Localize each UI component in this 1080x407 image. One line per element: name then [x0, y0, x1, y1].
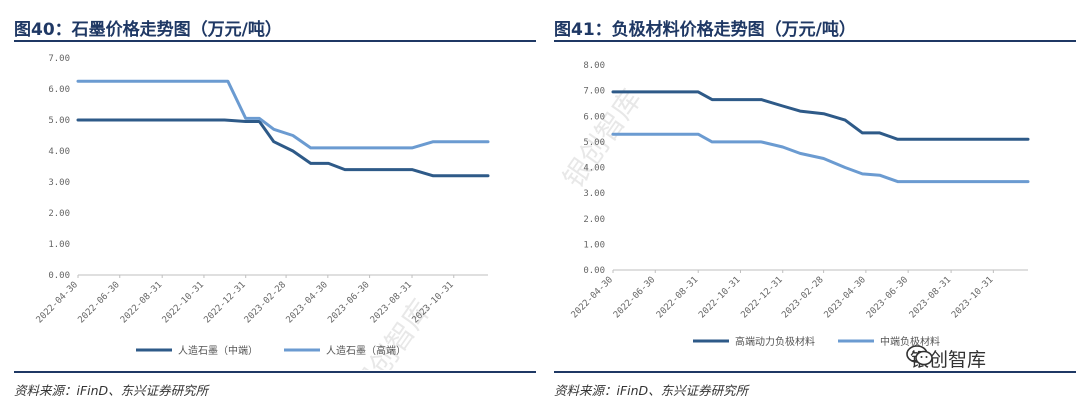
x-tick-label: 2022-10-31: [161, 280, 206, 325]
series-line: [76, 79, 490, 150]
series-line: [611, 90, 1030, 141]
x-tick-label: 2022-10-31: [697, 275, 742, 320]
x-tick-label: 2022-08-31: [119, 280, 164, 325]
y-tick-label: 7.00: [48, 54, 70, 64]
x-tick-label: 2022-06-30: [76, 280, 121, 325]
wechat-icon: [906, 345, 933, 366]
x-tick-label: 2023-04-30: [285, 280, 330, 325]
y-tick-label: 3.00: [583, 189, 605, 199]
y-tick-label: 5.00: [583, 138, 605, 148]
legend-label: 人造石墨（高端）: [326, 344, 406, 357]
source-note: 资料来源：iFinD、东兴证券研究所: [14, 383, 209, 398]
chart-panel-anode: 图41：负极材料价格走势图（万元/吨） 银创智库 0.00 1.00 2.00 3.00…: [548, 0, 1076, 407]
y-tick-label: 5.00: [48, 116, 70, 126]
series-line: [611, 132, 1030, 184]
chart-title: 图40：石墨价格走势图（万元/吨）: [14, 20, 282, 40]
x-tick-label: 2023-08-31: [908, 275, 953, 320]
y-tick-label: 2.00: [48, 209, 70, 219]
title-rule: [554, 40, 1076, 42]
anode-price-chart: 银创智库0.001.002.003.004.005.006.007.008.00…: [557, 61, 1030, 348]
y-tick-label: 0.00: [48, 271, 70, 281]
x-tick-label: 2023-10-31: [950, 275, 995, 320]
chart-title: 图41：负极材料价格走势图（万元/吨）: [554, 20, 856, 40]
graphite-price-chart: 银创智库0.001.002.003.004.005.006.007.002022…: [35, 54, 490, 370]
source-rule: [554, 371, 1076, 373]
y-tick-label: 2.00: [583, 215, 605, 225]
x-tick-label: 2022-04-30: [570, 275, 615, 320]
y-tick-label: 4.00: [48, 147, 70, 157]
brand-logo: 银创智库: [906, 344, 986, 372]
y-tick-label: 1.00: [48, 240, 70, 250]
series-line: [76, 118, 490, 178]
x-tick-label: 2023-06-30: [326, 280, 371, 325]
source-note: 资料来源：iFinD、东兴证券研究所: [554, 383, 749, 398]
y-tick-label: 8.00: [583, 61, 605, 71]
x-tick-label: 2022-06-30: [612, 275, 657, 320]
legend-label: 人造石墨（中端）: [178, 344, 258, 357]
x-tick-label: 2023-02-28: [780, 275, 825, 320]
x-tick-label: 2023-06-30: [865, 275, 910, 320]
source-rule: [14, 371, 536, 373]
legend-label: 高端动力负极材料: [735, 335, 815, 348]
y-tick-label: 4.00: [583, 164, 605, 174]
legend-label: 中端负极材料: [880, 335, 940, 348]
x-tick-label: 2023-02-28: [243, 280, 288, 325]
x-tick-label: 2023-04-30: [823, 275, 868, 320]
x-tick-label: 2022-08-31: [655, 275, 700, 320]
title-rule: [14, 40, 536, 42]
x-tick-label: 2022-04-30: [35, 280, 80, 325]
y-tick-label: 3.00: [48, 178, 70, 188]
chart-panel-graphite: 图40：石墨价格走势图（万元/吨） 银创智库 0.00 1.00 2.00 3.00 4.…: [8, 0, 536, 407]
y-tick-label: 6.00: [583, 112, 605, 122]
y-tick-label: 0.00: [583, 266, 605, 276]
x-tick-label: 2022-12-31: [739, 275, 784, 320]
y-tick-label: 7.00: [583, 87, 605, 97]
y-tick-label: 6.00: [48, 85, 70, 95]
y-tick-label: 1.00: [583, 240, 605, 250]
x-tick-label: 2022-12-31: [202, 280, 247, 325]
